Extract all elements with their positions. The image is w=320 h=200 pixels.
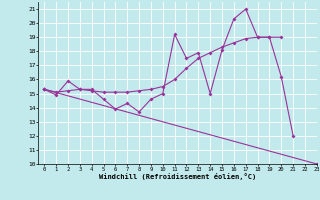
X-axis label: Windchill (Refroidissement éolien,°C): Windchill (Refroidissement éolien,°C)	[99, 173, 256, 180]
